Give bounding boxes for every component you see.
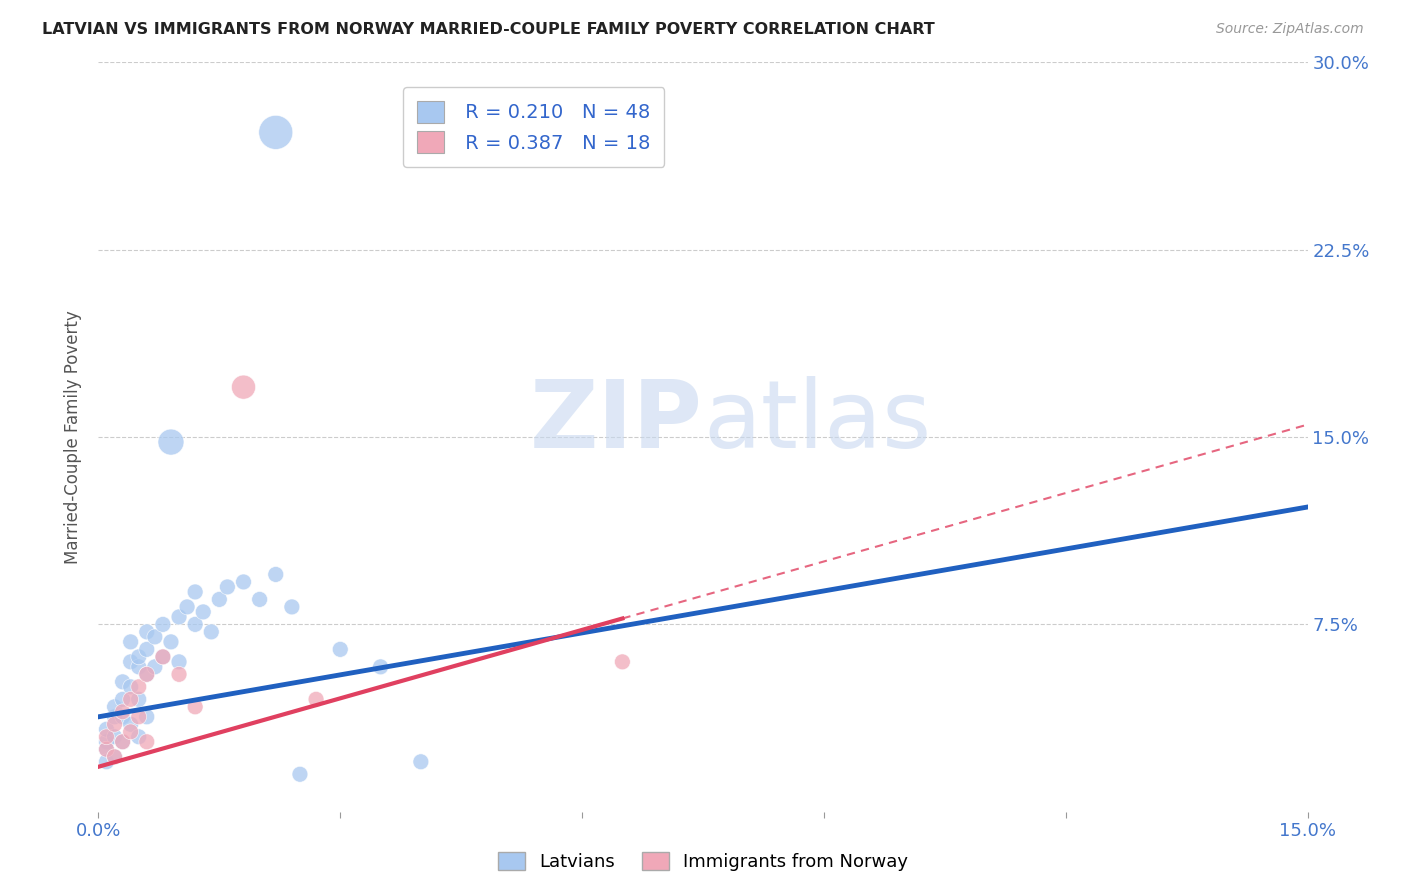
- Point: [120, 724, 142, 739]
- Point: [120, 717, 142, 731]
- Point: [96, 730, 118, 744]
- Point: [184, 585, 207, 599]
- Legend:  R = 0.210   N = 48,  R = 0.387   N = 18: R = 0.210 N = 48, R = 0.387 N = 18: [404, 87, 665, 167]
- Point: [264, 125, 287, 139]
- Point: [128, 710, 150, 724]
- Point: [193, 605, 215, 619]
- Point: [305, 692, 328, 706]
- Point: [249, 592, 271, 607]
- Point: [111, 735, 134, 749]
- Point: [135, 735, 157, 749]
- Point: [111, 674, 134, 689]
- Point: [103, 710, 125, 724]
- Point: [264, 567, 287, 582]
- Point: [111, 692, 134, 706]
- Point: [111, 705, 134, 719]
- Point: [96, 742, 118, 756]
- Point: [167, 655, 190, 669]
- Point: [288, 767, 311, 781]
- Point: [135, 667, 157, 681]
- Point: [232, 574, 254, 589]
- Point: [96, 723, 118, 737]
- Point: [329, 642, 352, 657]
- Point: [167, 667, 190, 681]
- Text: LATVIAN VS IMMIGRANTS FROM NORWAY MARRIED-COUPLE FAMILY POVERTY CORRELATION CHAR: LATVIAN VS IMMIGRANTS FROM NORWAY MARRIE…: [42, 22, 935, 37]
- Point: [135, 642, 157, 657]
- Point: [135, 624, 157, 639]
- Point: [184, 617, 207, 632]
- Point: [160, 635, 183, 649]
- Point: [120, 635, 142, 649]
- Point: [152, 617, 174, 632]
- Point: [128, 680, 150, 694]
- Text: atlas: atlas: [703, 376, 931, 468]
- Point: [184, 699, 207, 714]
- Point: [152, 649, 174, 664]
- Point: [135, 667, 157, 681]
- Point: [370, 660, 392, 674]
- Point: [176, 599, 198, 614]
- Point: [120, 680, 142, 694]
- Point: [111, 735, 134, 749]
- Point: [143, 660, 166, 674]
- Point: [200, 624, 222, 639]
- Text: Source: ZipAtlas.com: Source: ZipAtlas.com: [1216, 22, 1364, 37]
- Point: [128, 692, 150, 706]
- Point: [96, 735, 118, 749]
- Point: [96, 755, 118, 769]
- Point: [120, 692, 142, 706]
- Legend: Latvians, Immigrants from Norway: Latvians, Immigrants from Norway: [491, 845, 915, 879]
- Point: [152, 649, 174, 664]
- Point: [281, 599, 304, 614]
- Point: [103, 749, 125, 764]
- Point: [167, 610, 190, 624]
- Point: [103, 730, 125, 744]
- Text: ZIP: ZIP: [530, 376, 703, 468]
- Point: [612, 655, 634, 669]
- Point: [160, 435, 183, 450]
- Point: [103, 749, 125, 764]
- Point: [208, 592, 231, 607]
- Point: [232, 380, 254, 394]
- Point: [103, 699, 125, 714]
- Point: [120, 655, 142, 669]
- Point: [128, 660, 150, 674]
- Point: [143, 630, 166, 644]
- Point: [103, 717, 125, 731]
- Point: [128, 730, 150, 744]
- Y-axis label: Married-Couple Family Poverty: Married-Couple Family Poverty: [65, 310, 83, 564]
- Point: [409, 755, 432, 769]
- Point: [111, 710, 134, 724]
- Point: [135, 710, 157, 724]
- Point: [217, 580, 239, 594]
- Point: [128, 649, 150, 664]
- Point: [96, 742, 118, 756]
